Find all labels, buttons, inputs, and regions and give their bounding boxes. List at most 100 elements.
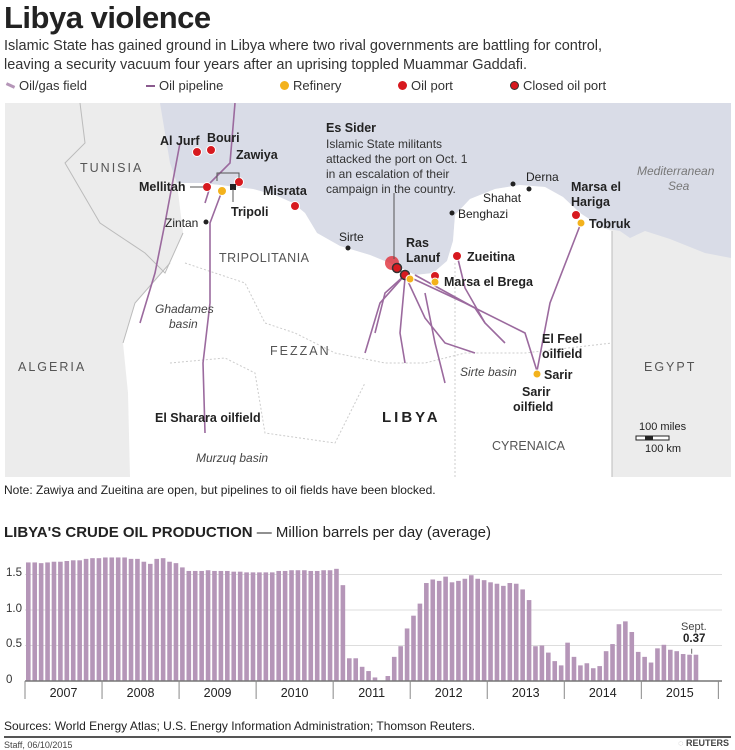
label-bouri: Bouri (207, 131, 240, 145)
basin-sirte: Sirte basin (460, 365, 517, 379)
oil-port-misrata (290, 201, 300, 211)
bar (180, 567, 185, 681)
annotation-line-4: campaign in the country. (326, 182, 456, 196)
closed-port-es-sider (391, 262, 403, 274)
scale-km: 100 km (645, 443, 682, 455)
x-label-year: 2007 (49, 686, 78, 700)
x-label-year: 2009 (203, 686, 232, 700)
region-tripolitania: TRIPOLITANIA (219, 251, 310, 265)
bar (680, 654, 686, 681)
bar (154, 558, 159, 681)
label-el-feel-1: El Feel (542, 332, 583, 346)
label-derna: Derna (526, 170, 559, 184)
legend-closed-oil-port: Closed oil port (510, 78, 606, 93)
bar (488, 582, 493, 681)
bar (347, 658, 352, 681)
legend-oil-pipeline: Oil pipeline (146, 78, 223, 93)
bar (456, 580, 461, 681)
bar (186, 570, 192, 681)
map-base (5, 103, 731, 477)
bar (327, 570, 333, 681)
bar (109, 557, 115, 681)
city-zintan (203, 219, 209, 225)
bar (610, 644, 615, 681)
bar (122, 557, 127, 681)
refinery-sarir (532, 369, 542, 379)
bar (321, 570, 326, 681)
bar (250, 572, 256, 681)
oil-port-mellitah (202, 182, 212, 192)
bar (449, 582, 455, 681)
bar (571, 656, 577, 681)
label-sarir-oilfield-1: Sarir (522, 385, 551, 399)
bar (96, 558, 102, 681)
bar (398, 646, 403, 681)
oil-port-icon (398, 81, 407, 90)
city-benghazi (449, 210, 455, 216)
markers (190, 145, 586, 379)
bar (603, 651, 609, 681)
chart-title-main: LIBYA'S CRUDE OIL PRODUCTION (4, 524, 253, 541)
y-tick-1-5: 1.5 (6, 567, 22, 579)
reuters-logo: ◌ REUTERS (678, 738, 729, 748)
bar (257, 572, 262, 681)
bar (244, 572, 249, 681)
bar (468, 575, 474, 681)
bar (58, 561, 63, 681)
bar (443, 576, 448, 681)
y-tick-0-5: 0.5 (6, 638, 22, 650)
bar (295, 570, 301, 681)
bar (314, 570, 320, 681)
sea (160, 103, 731, 275)
bar (693, 654, 699, 681)
annotation-title: Es Sider (326, 121, 377, 135)
bar (276, 570, 281, 681)
bar (64, 561, 70, 681)
country-egypt: EGYPT (644, 360, 697, 374)
reuters-icon: ◌ (678, 738, 686, 748)
bar (231, 571, 237, 681)
annotation-line-3: in an escalation of their (326, 167, 450, 181)
bar (167, 561, 172, 681)
label-tobruk: Tobruk (589, 217, 631, 231)
label-zawiya: Zawiya (236, 148, 278, 162)
bar (199, 570, 204, 681)
legend-oil-port: Oil port (398, 78, 453, 93)
bar (289, 570, 294, 681)
bar (513, 583, 519, 681)
annotation-line-2: attacked the port on Oct. 1 (326, 152, 468, 166)
x-label-year: 2008 (126, 686, 155, 700)
bar (38, 563, 44, 681)
bar (520, 589, 525, 681)
bar (83, 558, 89, 681)
label-sarir: Sarir (544, 368, 573, 382)
bar (141, 561, 147, 681)
bar (90, 558, 95, 681)
label-ras-lanuf-2: Lanuf (406, 251, 441, 265)
bar (128, 558, 134, 681)
bar (372, 677, 378, 681)
label-zueitina: Zueitina (467, 250, 515, 264)
bar (584, 663, 590, 681)
bar (103, 557, 108, 681)
refinery-marsa-el-brega (430, 277, 440, 287)
refinery-tobruk (576, 218, 586, 228)
legend-label: Refinery (293, 78, 342, 93)
chart-subtitle: — Million barrels per day (average) (256, 524, 492, 541)
bar (51, 561, 57, 681)
bar (462, 578, 468, 681)
bar (218, 570, 224, 681)
bar (475, 578, 480, 681)
bar (147, 563, 153, 681)
bar (552, 661, 558, 681)
bar (507, 583, 513, 681)
sources: Sources: World Energy Atlas; U.S. Energy… (4, 719, 476, 733)
country-algeria: ALGERIA (18, 360, 87, 374)
sea-label-1: Mediterranean (637, 164, 715, 178)
bar (353, 658, 359, 681)
oil-field-icon (5, 82, 16, 89)
bar (661, 644, 667, 681)
bar (642, 656, 647, 681)
bar (494, 583, 500, 681)
label-zintan: Zintan (165, 216, 199, 230)
